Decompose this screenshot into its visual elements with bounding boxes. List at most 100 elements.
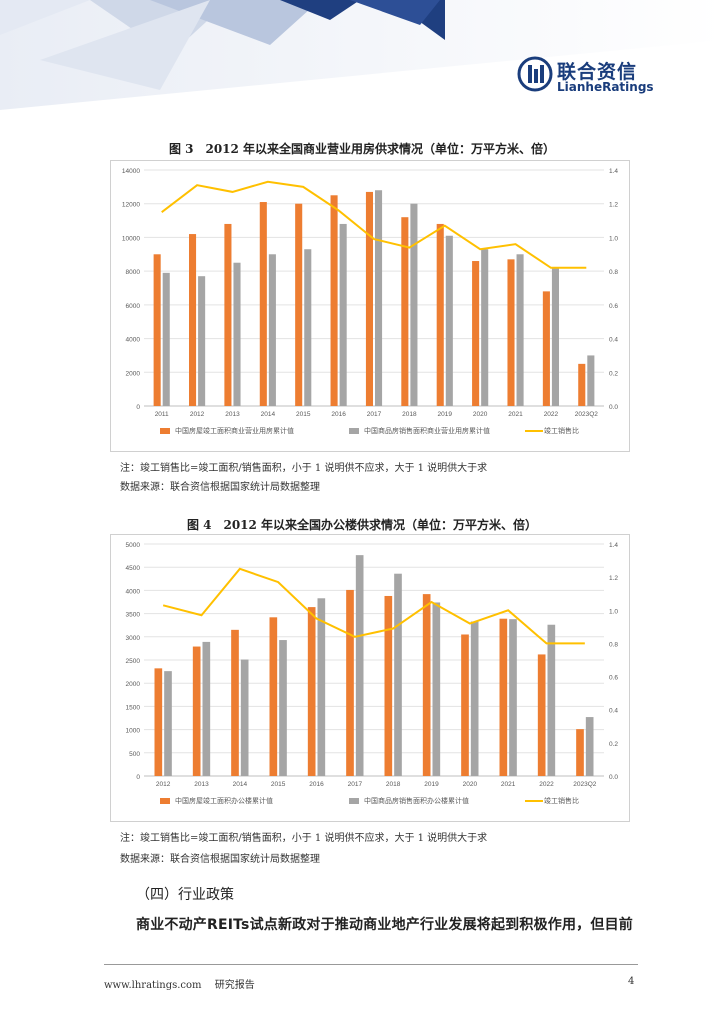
- bar-sold: [198, 276, 206, 406]
- bar-completed: [153, 254, 161, 406]
- figure-3-svg: 0 2000 4000 6000 8000 10000 12000 14000 0.0 0.2 0.…: [110, 160, 630, 452]
- bar-sold: [445, 235, 453, 406]
- body-paragraph: 商业不动产REITs试点新政对于推动商业地产行业发展将起到积极作用，但目前: [136, 917, 633, 933]
- ratio-line: [162, 567, 585, 645]
- y-tick-label: 4000: [126, 588, 141, 595]
- x-tick-label: 2023Q2: [575, 411, 599, 418]
- x-tick-label: 2017: [367, 411, 382, 418]
- footer-site: www.lhratings.com 研究报告: [104, 980, 255, 991]
- x-tick-label: 2012: [190, 411, 205, 418]
- legend-label: 中国商品房销售面积商业营业用房累计值: [364, 426, 490, 435]
- y-tick-label: 2000: [126, 370, 141, 377]
- bar-completed: [436, 223, 444, 406]
- bar-sold: [470, 621, 479, 776]
- legend-label: 中国商品房销售面积办公楼累计值: [364, 796, 469, 805]
- bar-sold: [509, 619, 517, 776]
- bar-completed: [578, 363, 586, 406]
- bar-sold: [268, 254, 276, 406]
- x-tick-label: 2021: [501, 781, 516, 788]
- y2-tick-label: 1.2: [609, 575, 618, 582]
- y2-tick-label: 1.4: [609, 542, 618, 549]
- bar-sold: [432, 602, 441, 776]
- bar-completed: [269, 617, 278, 776]
- legend-label: 中国房屋竣工面积商业营业用房累计值: [175, 426, 294, 435]
- bar-completed: [461, 634, 469, 776]
- y2-tick-label: 0.4: [609, 708, 618, 715]
- x-tick-label: 2016: [331, 411, 346, 418]
- bar-completed: [472, 261, 480, 406]
- x-tick-label: 2011: [155, 411, 169, 418]
- y-tick-label: 14000: [122, 168, 140, 175]
- x-tick-label: 2012: [156, 781, 171, 788]
- x-tick-label: 2020: [473, 411, 488, 418]
- bar-completed: [384, 595, 393, 776]
- bar-completed: [189, 234, 197, 406]
- legend-swatch: [349, 428, 359, 434]
- bar-completed: [231, 629, 239, 776]
- bar-sold: [375, 190, 383, 406]
- bar-sold: [202, 641, 211, 776]
- y2-tick-label: 1.0: [609, 235, 618, 242]
- y-tick-label: 4000: [126, 337, 141, 344]
- brand-logo: 联合资信 LianheRatings: [517, 56, 654, 96]
- y-tick-label: 0: [136, 774, 140, 781]
- footer-divider: [104, 964, 638, 965]
- bar-completed: [576, 729, 584, 776]
- bar-sold: [164, 671, 172, 776]
- section-title: （四）行业政策: [136, 887, 234, 903]
- bar-completed: [192, 646, 201, 776]
- y-tick-label: 3000: [126, 635, 141, 642]
- bar-completed: [537, 654, 546, 776]
- header-banner: [0, 0, 724, 130]
- y2-tick-label: 0.0: [609, 404, 618, 411]
- x-tick-label: 2018: [402, 411, 417, 418]
- bar-sold: [162, 272, 170, 406]
- bar-sold: [304, 249, 312, 406]
- bar-sold: [410, 203, 418, 406]
- legend-swatch: [349, 798, 359, 804]
- bar-sold: [233, 262, 241, 406]
- x-tick-label: 2017: [348, 781, 363, 788]
- y-tick-label: 8000: [126, 269, 141, 276]
- bar-sold: [317, 598, 326, 776]
- y-tick-label: 1500: [126, 704, 141, 711]
- figure-4-chart: 0 500 1000 1500 2000 2500 3000 3500 4000 4500 5000…: [110, 534, 630, 822]
- bar-completed: [224, 223, 232, 406]
- y2-tick-label: 0.6: [609, 675, 618, 682]
- y2-tick-label: 0.8: [609, 641, 618, 648]
- x-tick-label: 2023Q2: [573, 781, 597, 788]
- bar-completed: [499, 618, 508, 776]
- page-number: 4: [628, 976, 635, 987]
- bar-sold: [339, 223, 347, 406]
- legend-label: 竣工销售比: [544, 796, 579, 805]
- y2-tick-label: 0.8: [609, 269, 618, 276]
- bar-completed: [507, 259, 515, 406]
- figure-4-source: 数据来源：联合资信根据国家统计局数据整理: [120, 854, 320, 865]
- legend-swatch: [160, 798, 170, 804]
- figure-3-chart: 0 2000 4000 6000 8000 10000 12000 14000 0.0 0.2 0.…: [110, 160, 630, 452]
- y-tick-label: 500: [129, 751, 140, 758]
- figure-4-title: 图 4 2012 年以来全国办公楼供求情况（单位：万平方米、倍）: [186, 518, 538, 532]
- bar-sold: [547, 624, 556, 776]
- x-tick-label: 2013: [225, 411, 240, 418]
- figure-3-title: 图 3 2012 年以来全国商业营业用房供求情况（单位：万平方米、倍）: [168, 142, 556, 156]
- x-tick-label: 2018: [386, 781, 401, 788]
- figure-3-source: 数据来源：联合资信根据国家统计局数据整理: [120, 482, 320, 493]
- figure-3-note: 注：竣工销售比=竣工面积/销售面积，小于 1 说明供不应求，大于 1 说明供大于…: [120, 463, 488, 474]
- bar-sold: [551, 267, 559, 406]
- bar-sold: [585, 717, 594, 776]
- y2-tick-label: 0.0: [609, 774, 618, 781]
- lianhe-logo-icon: [517, 56, 553, 92]
- bar-sold: [355, 555, 364, 776]
- logo-english: LianheRatings: [557, 80, 654, 94]
- x-tick-label: 2019: [424, 781, 439, 788]
- x-tick-label: 2015: [296, 411, 311, 418]
- y-tick-label: 5000: [126, 542, 141, 549]
- x-tick-label: 2020: [463, 781, 478, 788]
- bar-sold: [240, 659, 249, 776]
- bar-sold: [279, 640, 287, 776]
- bar-completed: [542, 291, 550, 406]
- y2-tick-label: 0.6: [609, 303, 618, 310]
- bar-completed: [330, 195, 338, 406]
- y2-tick-label: 1.2: [609, 202, 618, 209]
